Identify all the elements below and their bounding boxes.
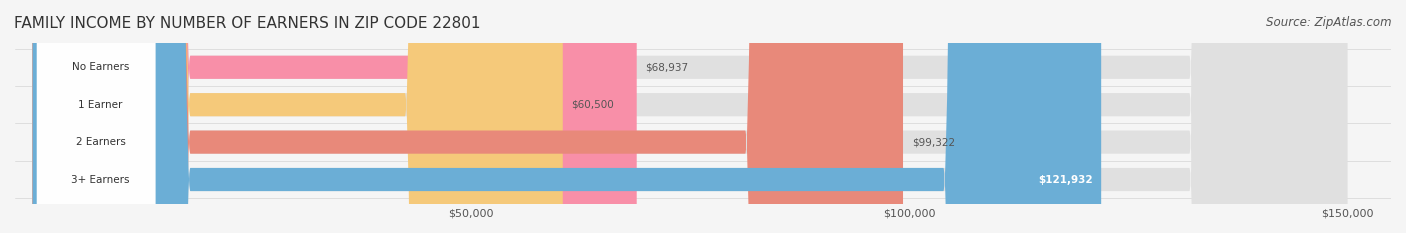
Text: $121,932: $121,932: [1038, 175, 1092, 185]
Text: 1 Earner: 1 Earner: [79, 100, 122, 110]
FancyBboxPatch shape: [32, 0, 637, 233]
FancyBboxPatch shape: [32, 0, 903, 233]
FancyBboxPatch shape: [37, 0, 155, 233]
FancyBboxPatch shape: [37, 0, 155, 233]
FancyBboxPatch shape: [32, 0, 1347, 233]
Text: $68,937: $68,937: [645, 62, 689, 72]
Text: $60,500: $60,500: [571, 100, 614, 110]
Text: 2 Earners: 2 Earners: [76, 137, 125, 147]
FancyBboxPatch shape: [37, 0, 155, 233]
FancyBboxPatch shape: [32, 0, 1101, 233]
Text: 3+ Earners: 3+ Earners: [72, 175, 129, 185]
Text: $99,322: $99,322: [911, 137, 955, 147]
Text: Source: ZipAtlas.com: Source: ZipAtlas.com: [1267, 16, 1392, 29]
FancyBboxPatch shape: [37, 0, 155, 233]
Text: No Earners: No Earners: [72, 62, 129, 72]
FancyBboxPatch shape: [32, 0, 1347, 233]
FancyBboxPatch shape: [32, 0, 1347, 233]
FancyBboxPatch shape: [32, 0, 1347, 233]
Text: FAMILY INCOME BY NUMBER OF EARNERS IN ZIP CODE 22801: FAMILY INCOME BY NUMBER OF EARNERS IN ZI…: [14, 16, 481, 31]
FancyBboxPatch shape: [32, 0, 562, 233]
